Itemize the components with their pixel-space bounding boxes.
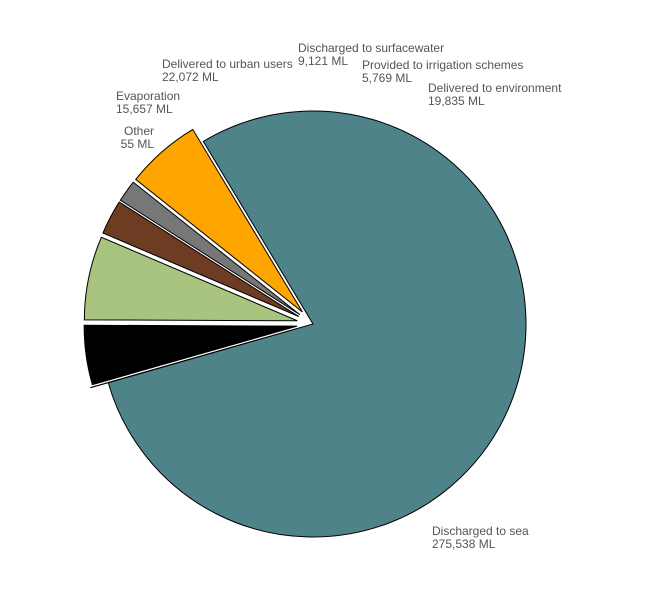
label-provided-to-irrigation-schemes: Provided to irrigation schemes 5,769 ML — [362, 58, 523, 85]
label-name: Discharged to surfacewater — [298, 41, 444, 55]
label-name: Evaporation — [116, 89, 180, 103]
label-value: 275,538 ML — [432, 537, 496, 551]
label-value: 19,835 ML — [428, 94, 485, 108]
pie-slices — [83, 110, 527, 538]
label-evaporation: Evaporation 15,657 ML — [116, 89, 180, 116]
label-other: Other 55 ML — [121, 124, 155, 151]
label-delivered-to-environment: Delivered to environment 19,835 ML — [428, 81, 562, 108]
label-name: Discharged to sea — [432, 524, 529, 538]
label-discharged-to-sea: Discharged to sea 275,538 ML — [432, 524, 529, 551]
pie-labels: Discharged to sea 275,538 ML Other 55 ML Eva… — [116, 41, 562, 551]
slice-discharged-to-surfacewater — [102, 201, 300, 317]
slice-other — [90, 328, 296, 389]
slice-discharged-to-sea — [107, 110, 527, 538]
label-name: Other — [124, 124, 154, 138]
slice-provided-to-irrigation-schemes — [119, 181, 301, 316]
label-value: 9,121 ML — [298, 54, 348, 68]
label-name: Provided to irrigation schemes — [362, 58, 523, 72]
label-delivered-to-urban-users: Delivered to urban users 22,072 ML — [162, 57, 293, 84]
label-value: 22,072 ML — [162, 70, 219, 84]
slice-delivered-to-environment — [135, 128, 303, 313]
label-discharged-to-surfacewater: Discharged to surfacewater 9,121 ML — [298, 41, 444, 68]
label-name: Delivered to environment — [428, 81, 562, 95]
label-value: 15,657 ML — [116, 102, 173, 116]
slice-evaporation — [83, 324, 298, 386]
label-name: Delivered to urban users — [162, 57, 293, 71]
slice-delivered-to-urban-users — [83, 236, 298, 322]
label-value: 55 ML — [121, 137, 155, 151]
label-value: 5,769 ML — [362, 71, 412, 85]
